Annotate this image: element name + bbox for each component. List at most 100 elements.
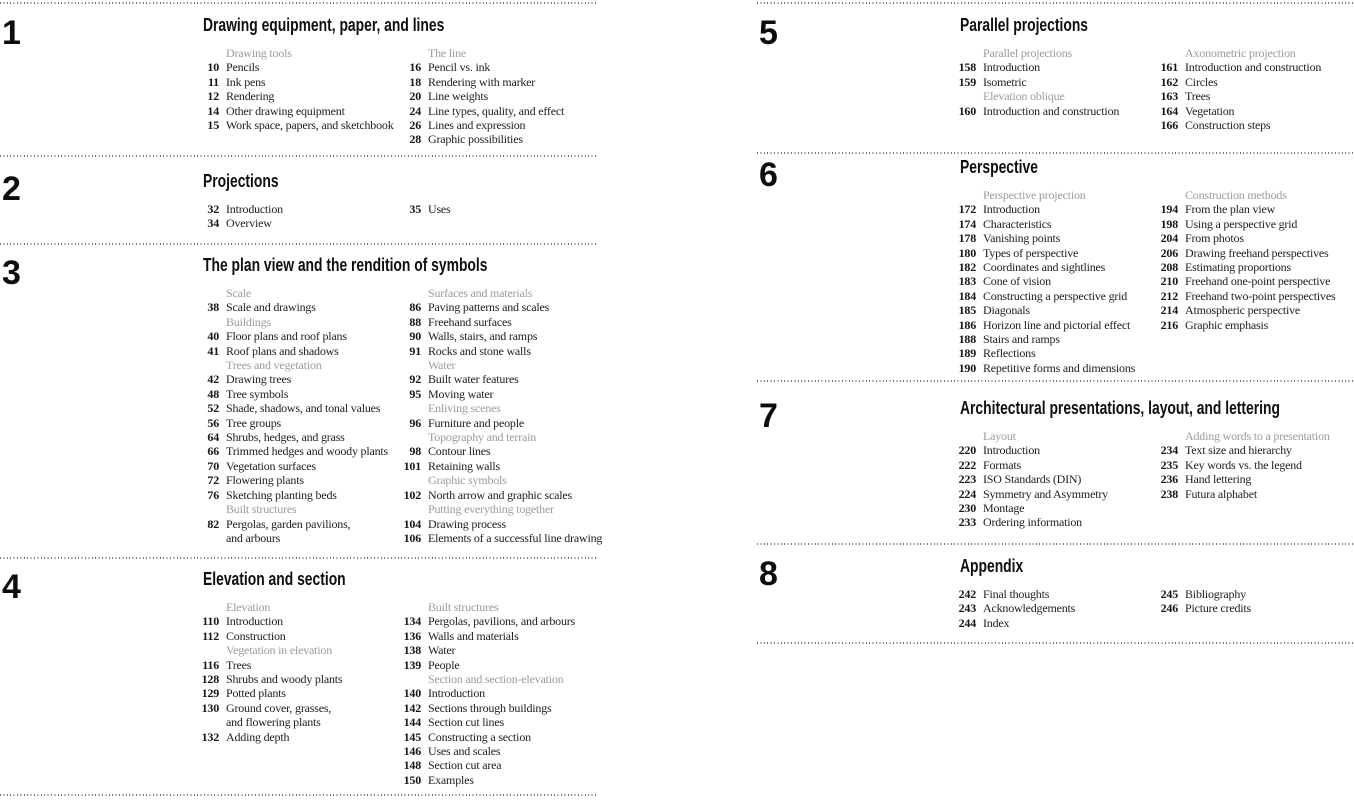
toc-entry-title: Scale and drawings	[226, 300, 316, 315]
toc-group-header: Parallel projections	[983, 46, 1072, 60]
toc-entry-page-number: 206	[1160, 245, 1179, 260]
toc-entry: 194 From the plan view	[1155, 202, 1354, 216]
toc-entry-title: Introduction	[428, 686, 485, 701]
toc-group-header: Perspective projection	[983, 188, 1086, 202]
toc-entry: 18 Rendering with marker	[398, 75, 653, 89]
toc-entry-page-number: 76	[207, 487, 219, 502]
toc-entry-title: Line weights	[428, 89, 488, 104]
toc-entry-page-number: 42	[207, 372, 219, 387]
toc-entry-title: Overview	[226, 216, 272, 231]
toc-entry-title: Coordinates and sightlines	[983, 260, 1106, 275]
toc-entry: 10 Pencils	[196, 60, 451, 74]
section-title: Drawing equipment, paper, and lines	[203, 14, 445, 35]
toc-entry-title: Shade, shadows, and tonal values	[226, 401, 381, 416]
toc-entry-page-number: 198	[1160, 216, 1179, 231]
toc-entry-page-number: 129	[201, 686, 220, 701]
dotted-divider	[0, 155, 598, 157]
toc-group-header: Elevation	[226, 600, 271, 614]
toc-entry: 145 Constructing a section	[398, 730, 653, 744]
toc-entry-page-number: 216	[1160, 317, 1179, 332]
toc-entry: 208 Estimating proportions	[1155, 260, 1354, 274]
toc-entry-page-number: 148	[403, 758, 422, 773]
toc-entry: 98 Contour lines	[398, 444, 653, 458]
toc-entry: 210 Freehand one-point perspective	[1155, 274, 1354, 288]
toc-entry: 14 Other drawing equipment	[196, 104, 451, 118]
toc-entry-title: Introduction	[226, 202, 283, 216]
toc-entry-title: Potted plants	[226, 686, 286, 701]
toc-entry-page-number: 20	[409, 89, 421, 104]
toc-entry-title: ISO Standards (DIN)	[983, 472, 1082, 487]
toc-entry-title: Estimating proportions	[1185, 260, 1291, 275]
toc-entry: 183 Cone of vision	[953, 274, 1208, 288]
toc-entry-title: Reflections	[983, 346, 1036, 361]
toc-entry-page-number: 146	[403, 744, 422, 759]
toc-entry-title: Acknowledgements	[983, 601, 1076, 616]
toc-group-header: Built structures	[226, 502, 297, 517]
dotted-divider	[757, 152, 1354, 154]
toc-column: Elevation 110 Introduction 112 Construction V…	[196, 600, 451, 744]
toc-entry-title: Repetitive forms and dimensions	[983, 360, 1136, 375]
toc-entry-page-number: 14	[207, 103, 219, 118]
toc-group-header: Buildings	[226, 314, 271, 329]
toc-entry-page-number: 233	[958, 515, 977, 530]
toc-entry-page-number: 101	[403, 458, 422, 473]
toc-entry: 104 Drawing process	[398, 517, 653, 531]
toc-entry-title: Ground cover, grasses, and flowering pla…	[226, 700, 332, 730]
toc-entry-title: Characteristics	[983, 216, 1052, 231]
toc-entry-title: Sections through buildings	[428, 700, 552, 715]
toc-entry-page-number: 163	[1160, 89, 1179, 104]
toc-column: Construction methods 194 From the plan vie…	[1155, 188, 1354, 332]
toc-entry: 222 Formats	[953, 458, 1208, 472]
toc-group-header: Surfaces and materials	[428, 286, 533, 300]
toc-entry-page-number: 194	[1160, 202, 1179, 217]
section-number: 5	[759, 14, 778, 52]
toc-entry: 52 Shade, shadows, and tonal values	[196, 401, 451, 415]
toc-entry-title: Examples	[428, 772, 474, 787]
toc-entry: 72 Flowering plants	[196, 473, 451, 487]
toc-entry: 56 Tree groups	[196, 416, 451, 430]
toc-entry-title: Pencil vs. ink	[428, 60, 491, 75]
toc-entry-page-number: 16	[409, 60, 421, 75]
toc-entry: 198 Using a perspective grid	[1155, 217, 1354, 231]
toc-entry-title: Construction	[226, 628, 286, 643]
dotted-divider	[0, 2, 598, 4]
toc-entry: 34 Overview	[196, 216, 451, 230]
toc-entry-page-number: 183	[958, 274, 977, 289]
toc-entry-page-number: 144	[403, 715, 422, 730]
section-title: Appendix	[960, 555, 1024, 576]
toc-entry-page-number: 162	[1160, 74, 1179, 89]
toc-entry-page-number: 104	[403, 516, 422, 531]
toc-entry: 24 Line types, quality, and effect	[398, 104, 653, 118]
toc-entry-title: Graphic emphasis	[1185, 317, 1269, 332]
toc-entry-page-number: 116	[202, 657, 219, 672]
toc-entry: 178 Vanishing points	[953, 231, 1208, 245]
dotted-divider	[0, 557, 598, 559]
toc-entry: 186 Horizon line and pictorial effect	[953, 318, 1208, 332]
toc-column: 32 Introduction 34 Overview	[196, 202, 451, 231]
toc-entry: 244 Index	[953, 616, 1208, 630]
toc-entry: 129 Potted plants	[196, 686, 451, 700]
toc-entry: 185 Diagonals	[953, 303, 1208, 317]
toc-entry-page-number: 130	[201, 700, 220, 715]
toc-entry: 41 Roof plans and shadows	[196, 344, 451, 358]
dotted-divider	[757, 380, 1354, 382]
toc-entry-page-number: 72	[207, 473, 219, 488]
toc-entry-page-number: 160	[958, 103, 977, 118]
toc-entry-page-number: 40	[207, 329, 219, 344]
toc-entry-page-number: 185	[958, 303, 977, 318]
toc-entry-title: Formats	[983, 457, 1021, 472]
toc-entry-page-number: 234	[1160, 443, 1179, 458]
toc-entry: 214 Atmospheric perspective	[1155, 303, 1354, 317]
toc-entry-title: Other drawing equipment	[226, 103, 345, 118]
toc-entry-title: Introduction and construction	[983, 103, 1120, 118]
toc-entry: 224 Symmetry and Asymmetry	[953, 487, 1208, 501]
toc-entry-page-number: 246	[1160, 601, 1179, 616]
toc-entry-title: Picture credits	[1185, 601, 1251, 616]
toc-group-header: Topography and terrain	[428, 430, 537, 445]
toc-entry-page-number: 24	[409, 103, 421, 118]
toc-entry-title: Section cut lines	[428, 715, 504, 730]
toc-entry-page-number: 134	[403, 614, 422, 629]
toc-entry-page-number: 244	[958, 615, 977, 630]
toc-entry-title: North arrow and graphic scales	[428, 487, 572, 502]
toc-entry-page-number: 12	[207, 89, 219, 104]
